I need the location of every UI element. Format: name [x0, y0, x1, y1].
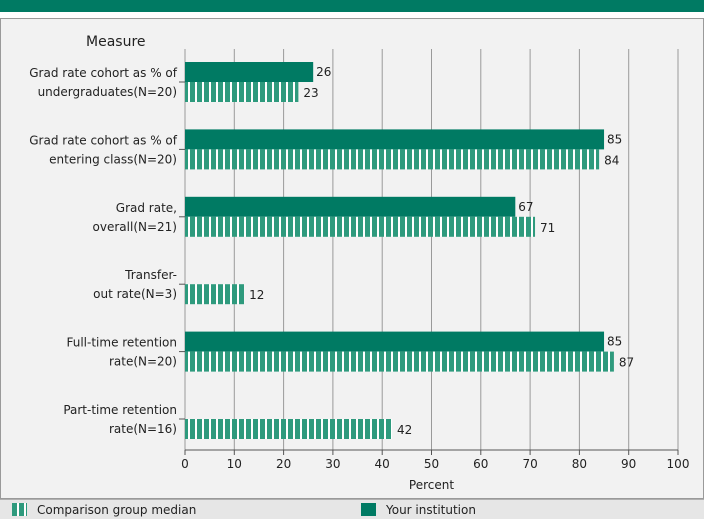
x-tick-label: 20: [276, 457, 291, 471]
chart-panel: 0 10 20 30 40 50 60 70 80 90 100 Percent Measure Grad…: [0, 18, 704, 499]
category-label: Grad rate cohort as % of: [29, 133, 178, 147]
x-tick-label: 90: [621, 457, 636, 471]
category-label: undergraduates(N=20): [38, 85, 177, 99]
legend-item-institution: Your institution: [361, 502, 476, 517]
category-label: Grad rate,: [116, 201, 177, 215]
x-tick-label: 80: [572, 457, 587, 471]
x-tick-label: 30: [325, 457, 340, 471]
category-label: rate(N=16): [109, 422, 177, 436]
category-label: rate(N=20): [109, 355, 177, 369]
x-tick-label: 40: [375, 457, 390, 471]
data-label-comparison-median: 23: [303, 86, 318, 100]
x-tick-label: 100: [667, 457, 690, 471]
x-tick-label: 0: [181, 457, 189, 471]
bar-comparison-median: [185, 419, 393, 439]
legend-swatch-institution: [361, 503, 376, 516]
x-tick-label: 10: [227, 457, 242, 471]
x-axis-title: Percent: [409, 478, 454, 492]
chart-legend: Comparison group median Your institution: [0, 499, 704, 519]
category-label: out rate(N=3): [93, 287, 177, 301]
category-label: Part-time retention: [63, 403, 177, 417]
bar-comparison-median: [185, 82, 299, 102]
data-label-comparison-median: 84: [604, 153, 619, 167]
category-header: Measure: [86, 34, 146, 50]
legend-label-comparison: Comparison group median: [37, 502, 197, 517]
data-label-your-institution: 67: [518, 200, 533, 214]
header-accent-bar: [0, 0, 704, 12]
category-label: Transfer-: [124, 268, 177, 282]
bar-comparison-median: [185, 351, 614, 372]
data-label-comparison-median: 87: [619, 356, 634, 370]
legend-swatch-comparison: [12, 503, 27, 516]
legend-label-institution: Your institution: [386, 502, 476, 517]
category-label: entering class(N=20): [49, 152, 177, 166]
category-label: Full-time retention: [66, 336, 177, 350]
bar-your-institution: [185, 331, 605, 352]
category-label: Grad rate cohort as % of: [29, 66, 178, 80]
x-tick-label: 70: [522, 457, 537, 471]
data-label-your-institution: 85: [607, 335, 622, 349]
data-label-comparison-median: 42: [397, 423, 412, 437]
bar-your-institution: [185, 196, 516, 217]
legend-item-comparison: Comparison group median: [12, 502, 196, 517]
bar-your-institution: [185, 62, 314, 82]
data-label-your-institution: 26: [316, 65, 331, 79]
bar-comparison-median: [185, 149, 600, 170]
bar-your-institution: [185, 129, 605, 150]
data-label-comparison-median: 71: [540, 221, 555, 235]
category-label: overall(N=21): [93, 220, 177, 234]
bar-comparison-median: [185, 284, 245, 305]
bar-comparison-median: [185, 216, 536, 237]
x-tick-label: 60: [473, 457, 488, 471]
x-tick-label: 50: [424, 457, 439, 471]
data-label-comparison-median: 12: [249, 288, 264, 302]
data-label-your-institution: 85: [607, 132, 622, 146]
bar-chart: 0 10 20 30 40 50 60 70 80 90 100 Percent Measure Grad…: [29, 34, 690, 492]
